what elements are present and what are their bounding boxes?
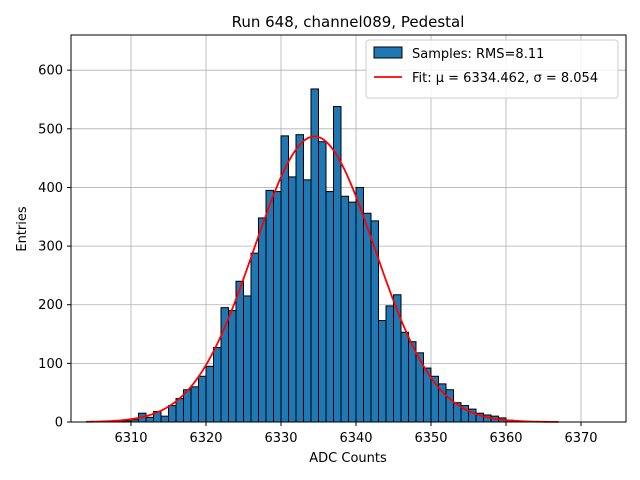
y-tick-label: 200 (38, 298, 63, 313)
histogram-bar (280, 135, 289, 423)
histogram-bar (310, 88, 319, 423)
histogram-bar (355, 186, 364, 423)
legend-swatch-samples (373, 46, 403, 59)
legend-label-fit: Fit: μ = 6334.462, σ = 8.054 (412, 71, 598, 86)
legend: Samples: RMS=8.11 Fit: μ = 6334.462, σ =… (365, 39, 619, 99)
gaussian-fit-curve (85, 135, 559, 423)
tick-labels: 6310 6320 6330 6340 6350 6360 6370 0 100 200 300 40… (38, 64, 597, 446)
histogram-bar (228, 310, 237, 423)
legend-label-samples: Samples: RMS=8.11 (412, 47, 544, 62)
y-tick-label: 400 (38, 181, 63, 196)
histogram-bar (400, 331, 409, 423)
x-tick-label: 6370 (564, 431, 597, 446)
x-tick-label: 6310 (114, 431, 147, 446)
histogram-bar (258, 217, 267, 423)
histogram-bar (160, 415, 169, 423)
x-axis-label: ADC Counts (309, 451, 387, 466)
histogram-bar (408, 341, 417, 423)
axes-frame (70, 34, 627, 423)
histogram-bar (190, 386, 199, 423)
y-tick-label: 300 (38, 240, 63, 255)
x-tick-label: 6320 (189, 431, 222, 446)
histogram-bar (393, 294, 402, 423)
histogram-bar (213, 347, 222, 423)
y-tick-label: 100 (38, 357, 63, 372)
y-tick-label: 0 (55, 416, 63, 431)
chart-title: Run 648, channel089, Pedestal (232, 13, 465, 31)
x-tick-label: 6360 (489, 431, 522, 446)
y-tick-label: 500 (38, 122, 63, 137)
histogram-bar (273, 191, 282, 423)
histogram-bar (318, 141, 327, 423)
histogram-bars (115, 88, 514, 423)
histogram-bar (385, 305, 394, 423)
x-tick-label: 6350 (414, 431, 447, 446)
x-tick-label: 6340 (339, 431, 372, 446)
histogram-bar (363, 212, 372, 423)
y-axis-label: Entries (15, 206, 30, 252)
y-tick-label: 600 (38, 64, 63, 79)
histogram-bar (378, 320, 387, 423)
histogram-bar (445, 389, 454, 423)
histogram-bar (198, 375, 207, 423)
legend-box (365, 39, 619, 99)
histogram-bar (295, 134, 304, 423)
histogram-bar (235, 280, 244, 423)
histogram-bar (325, 191, 334, 423)
histogram-bar (348, 201, 357, 423)
histogram-bar (205, 365, 214, 423)
histogram-bar (265, 189, 274, 423)
axes (67, 34, 627, 426)
histogram-bar (220, 307, 229, 423)
histogram-bar (303, 179, 312, 423)
fit-curve-layer (85, 135, 559, 423)
histogram-bar (168, 405, 177, 423)
histogram-bar (340, 195, 349, 423)
histogram-bar (288, 176, 297, 423)
histogram-bar (243, 295, 252, 423)
histogram-bar (145, 416, 154, 423)
histogram-bar (175, 398, 184, 423)
histogram-bar (250, 252, 259, 423)
x-tick-label: 6330 (264, 431, 297, 446)
histogram-bar (333, 106, 342, 423)
